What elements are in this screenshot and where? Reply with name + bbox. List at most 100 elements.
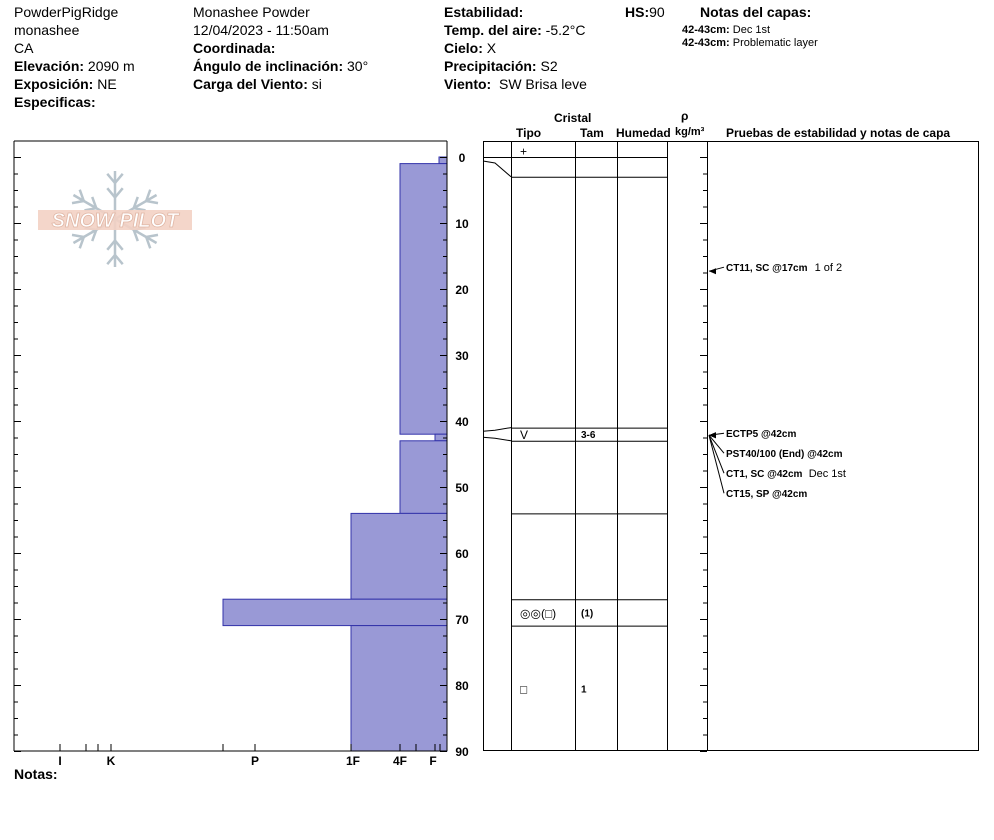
- arrow-icon: [709, 432, 716, 439]
- depth-tick-label: 70: [455, 613, 469, 627]
- notes-label: Notas:: [14, 766, 58, 782]
- crystal-column: + V 3-6 ◎◎(□) (1) □ 1: [520, 144, 596, 696]
- depth-tick-label: 60: [455, 547, 469, 561]
- air-temp: Temp. del aire: -5.2°C: [444, 22, 586, 38]
- aspect-label: Exposición:: [14, 76, 94, 92]
- hardness-label: 4F: [393, 754, 407, 768]
- snowflake-branch: [145, 236, 152, 249]
- slope-value: 30°: [347, 58, 369, 74]
- arrow-icon: [709, 268, 716, 275]
- snowflake-branch: [145, 189, 152, 202]
- layer-note: 42-43cm: Problematic layer: [682, 37, 818, 50]
- hardness-bar: [350, 512, 448, 600]
- hs-label: HS:: [625, 4, 650, 20]
- snowflake-branch: [114, 173, 124, 184]
- snowflake-branch: [114, 239, 124, 251]
- stability-tests: CT11, SC @17cm 1 of 2 ECTP5 @42cm PST40/100…: [708, 262, 846, 500]
- depth-tick-label: 90: [455, 745, 469, 759]
- depth-tick-label: 40: [455, 415, 469, 429]
- hs-value: 90: [649, 4, 665, 20]
- snowflake-branch: [78, 236, 85, 249]
- observer: Monashee Powder: [193, 4, 310, 20]
- layer-note-text: Problematic layer: [732, 37, 818, 49]
- snowflake-branch: [114, 254, 124, 265]
- location-name: PowderPigRidge: [14, 4, 119, 20]
- depth-axis: 0 10 20 30 40 50 60 70 80 90: [14, 151, 707, 759]
- layer-connector: [482, 160, 512, 178]
- wind-load: Carga del Viento: si: [193, 76, 322, 92]
- crystal-symbol: V: [520, 428, 528, 442]
- datetime: 12/04/2023 - 11:50am: [193, 22, 329, 38]
- crystal-symbol: □: [520, 682, 527, 696]
- layer-note-text: Dec 1st: [732, 24, 771, 36]
- layer-note: 42-43cm: Dec 1st: [682, 24, 770, 37]
- depth-tick-label: 30: [455, 349, 469, 363]
- slope-angle: Ángulo de inclinación: 30°: [193, 58, 368, 74]
- hardness-axis: I K P 1F 4F F: [58, 744, 441, 768]
- hardness-label: 1F: [346, 754, 360, 768]
- layer-note-depth: 42-43cm:: [682, 37, 730, 49]
- wind-load-label: Carga del Viento:: [193, 76, 308, 92]
- hardness-bars: [222, 156, 448, 752]
- snow-height: HS:90: [625, 4, 665, 20]
- snowflake-branch: [71, 199, 85, 205]
- test-label: CT1, SC @42cm: [726, 469, 803, 480]
- crystal-symbol: +: [520, 144, 527, 158]
- density-unit: kg/m³: [675, 126, 705, 138]
- hardness-label: F: [429, 754, 436, 768]
- snowflake-branch: [106, 239, 116, 251]
- crystal-symbol: ◎◎(□): [520, 606, 556, 620]
- test-label: CT11, SC @17cm: [726, 263, 808, 274]
- crystal-size: (1): [581, 608, 593, 619]
- crystal-size: 1: [581, 684, 587, 695]
- sky-label: Cielo:: [444, 40, 483, 56]
- snowflake-branch: [91, 229, 98, 242]
- snowflake-branch: [84, 206, 97, 212]
- test-label: CT15, SP @42cm: [726, 489, 807, 500]
- snowflake-branch: [132, 196, 139, 209]
- precip-value: S2: [540, 58, 558, 74]
- test-pointer: [708, 435, 725, 494]
- crystal-header: Cristal: [554, 111, 592, 125]
- wind: Viento: SW Brisa leve: [444, 76, 587, 92]
- hardness-bar: [222, 598, 448, 627]
- precipitation: Precipitación: S2: [444, 58, 558, 74]
- sky: Cielo: X: [444, 40, 496, 56]
- crystal-size: 3-6: [581, 430, 596, 441]
- type-header: Tipo: [516, 126, 542, 140]
- logo-text: SNOW PILOT: [52, 210, 180, 232]
- depth-tick-label: 10: [455, 217, 469, 231]
- hardness-label: I: [58, 754, 61, 768]
- snowflake-branch: [91, 196, 98, 209]
- aspect: Exposición: NE: [14, 76, 117, 92]
- snowflake-branch: [114, 187, 124, 199]
- snowflake-branch: [145, 233, 159, 239]
- hardness-bar: [399, 163, 448, 435]
- coord-label: Coordinada:: [193, 40, 276, 56]
- snowflake-branch: [78, 189, 85, 202]
- test-note: Dec 1st: [809, 468, 846, 480]
- wind-load-value: si: [311, 76, 322, 92]
- air-temp-label: Temp. del aire:: [444, 22, 542, 38]
- precip-label: Precipitación:: [444, 58, 537, 74]
- rho-header: ρ: [681, 109, 689, 123]
- snowflake-branch: [106, 254, 116, 265]
- snowflake-branch: [71, 233, 85, 239]
- slope-label: Ángulo de inclinación:: [193, 58, 344, 74]
- hardness-label: K: [107, 754, 116, 768]
- snowflake-branch: [145, 199, 159, 205]
- test-label: ECTP5 @42cm: [726, 429, 796, 440]
- layer-lines: [482, 157, 667, 627]
- snowflake-branch: [133, 206, 146, 212]
- hardness-label: P: [251, 754, 259, 768]
- profile-table-frame: [483, 141, 979, 751]
- elevation-value: 2090 m: [87, 58, 135, 74]
- chart-frames: [13, 140, 979, 752]
- depth-tick-label: 50: [455, 481, 469, 495]
- stability-label: Estabilidad:: [444, 4, 524, 20]
- mountain-range: monashee: [14, 22, 80, 38]
- tests-header: Pruebas de estabilidad y notas de capa: [726, 126, 951, 140]
- hardness-bar: [399, 440, 448, 514]
- aspect-value: NE: [97, 76, 117, 92]
